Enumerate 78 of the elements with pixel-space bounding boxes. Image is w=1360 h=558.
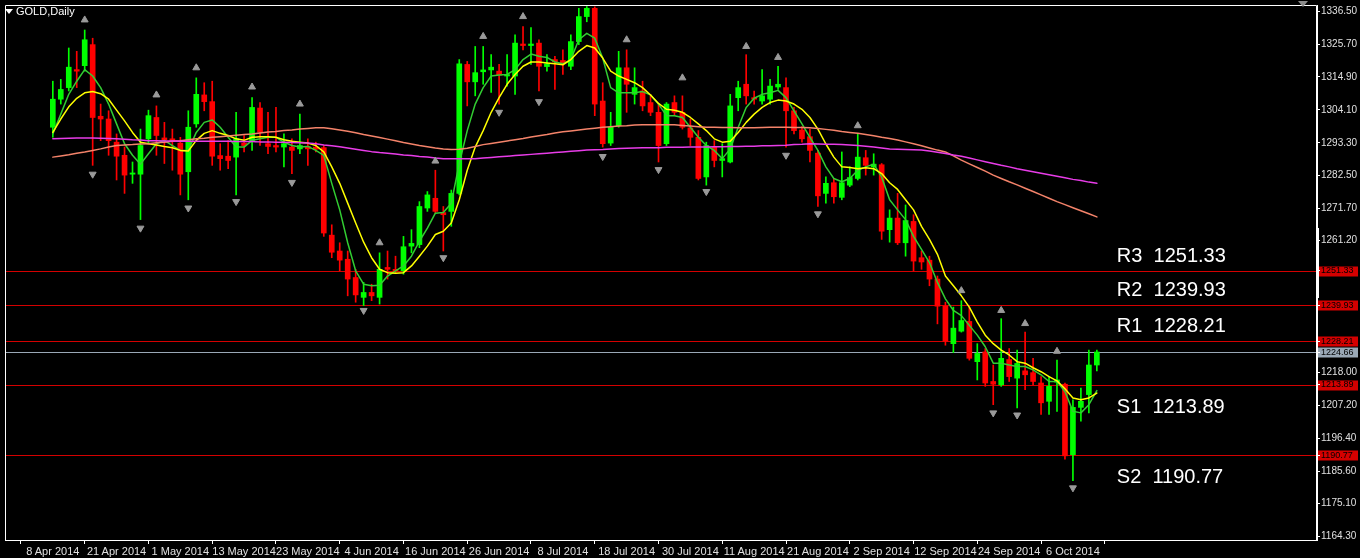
point bbox=[287, 179, 296, 187]
point bbox=[152, 90, 161, 98]
x-tick-label: 13 May 2014 bbox=[212, 544, 276, 557]
ref-line-label: S2 1190.77 bbox=[1116, 464, 1224, 487]
ref-line-label: S1 1213.89 bbox=[1116, 394, 1225, 417]
x-tick-label: 21 Aug 2014 bbox=[787, 544, 849, 557]
x-tick-label: 18 Jul 2014 bbox=[598, 544, 656, 557]
y-tick-label: 1228.21 bbox=[1321, 335, 1354, 346]
point bbox=[88, 171, 97, 179]
y-tick-label: 1304.10 bbox=[1321, 103, 1358, 115]
point bbox=[742, 41, 751, 49]
point bbox=[1068, 485, 1077, 493]
chart-title: GOLD,Daily bbox=[16, 5, 76, 18]
y-tick-label: 1251.33 bbox=[1321, 265, 1354, 276]
point bbox=[622, 35, 631, 43]
y-tick-label: 1175.10 bbox=[1321, 496, 1357, 508]
x-tick-label: 6 Oct 2014 bbox=[1046, 544, 1100, 557]
x-tick-label: 26 Jun 2014 bbox=[468, 544, 530, 557]
point bbox=[813, 211, 822, 219]
ref-line-label: R2 1239.93 bbox=[1116, 277, 1226, 300]
point bbox=[678, 73, 687, 81]
point bbox=[654, 167, 663, 175]
x-tick-label: 21 Apr 2014 bbox=[86, 544, 147, 557]
x-tick-label: 8 Jul 2014 bbox=[537, 544, 589, 557]
point bbox=[192, 63, 201, 71]
x-tick-label: 1 May 2014 bbox=[151, 544, 210, 557]
point bbox=[431, 156, 440, 164]
y-tick-label: 1336.50 bbox=[1321, 4, 1358, 16]
point bbox=[495, 109, 504, 117]
ref-line-label: R1 1228.21 bbox=[1116, 313, 1226, 336]
y-tick-label: 1213.89 bbox=[1321, 379, 1354, 390]
y-tick-label: 1271.70 bbox=[1321, 202, 1358, 214]
y-tick-label: 1164.30 bbox=[1321, 529, 1357, 541]
point bbox=[479, 31, 488, 39]
point bbox=[136, 225, 145, 233]
x-tick-label: 24 Sep 2014 bbox=[977, 544, 1041, 557]
point bbox=[997, 305, 1006, 313]
point bbox=[957, 286, 966, 294]
point bbox=[375, 238, 384, 246]
point bbox=[439, 255, 448, 263]
point bbox=[519, 12, 527, 20]
point bbox=[248, 82, 257, 90]
x-tick-label: 16 Jun 2014 bbox=[405, 544, 466, 557]
y-tick-label: 1207.20 bbox=[1321, 399, 1358, 411]
point bbox=[1021, 319, 1030, 327]
y-tick-label: 1196.40 bbox=[1321, 431, 1357, 443]
y-tick-label: 1239.93 bbox=[1321, 299, 1354, 310]
x-tick-label: 11 Aug 2014 bbox=[723, 544, 785, 557]
y-tick-label: 1185.60 bbox=[1321, 464, 1357, 476]
y-tick-label: 1218.00 bbox=[1321, 366, 1358, 378]
point bbox=[702, 189, 711, 197]
y-tick-label: 1224.66 bbox=[1321, 346, 1354, 357]
point bbox=[80, 15, 89, 23]
point bbox=[184, 205, 193, 213]
point bbox=[1053, 346, 1061, 354]
point bbox=[598, 154, 607, 162]
point bbox=[989, 410, 998, 418]
ref-line-label: R3 1251.33 bbox=[1116, 243, 1226, 266]
x-tick-label: 4 Jun 2014 bbox=[344, 544, 399, 557]
point bbox=[782, 152, 790, 160]
point bbox=[774, 52, 783, 60]
y-tick-label: 1314.90 bbox=[1321, 70, 1358, 82]
point bbox=[853, 121, 862, 129]
point bbox=[1013, 412, 1022, 420]
x-tick-label: 30 Jul 2014 bbox=[661, 544, 719, 557]
point bbox=[535, 99, 543, 107]
x-tick-label: 12 Sep 2014 bbox=[914, 544, 977, 557]
y-tick-label: 1261.20 bbox=[1321, 234, 1358, 246]
point bbox=[359, 307, 368, 315]
y-tick-label: 1325.70 bbox=[1321, 37, 1358, 49]
y-tick-label: 1282.50 bbox=[1321, 169, 1358, 181]
point bbox=[295, 99, 304, 107]
y-tick-label: 1293.30 bbox=[1321, 136, 1358, 148]
x-tick-label: 8 Apr 2014 bbox=[26, 544, 80, 557]
y-tick-label: 1190.77 bbox=[1321, 449, 1353, 460]
x-tick-label: 2 Sep 2014 bbox=[853, 544, 910, 557]
point bbox=[232, 199, 241, 207]
x-tick-label: 23 May 2014 bbox=[276, 544, 340, 557]
